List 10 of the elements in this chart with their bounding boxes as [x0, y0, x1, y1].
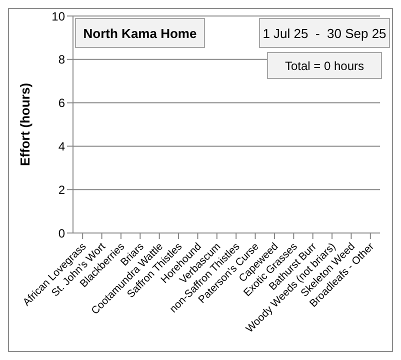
annotation: Total = 0 hours: [267, 52, 382, 79]
y-tick-label: 0: [58, 226, 66, 240]
text: North Kama Home: [75, 18, 205, 48]
y-tick-label: 2: [58, 182, 66, 197]
text: 1 Jul 25 - 30 Sep 25: [259, 18, 390, 48]
y-tick-label: 4: [58, 139, 66, 154]
y-tick-label: 10: [52, 9, 66, 24]
y-axis-title: Effort (hours): [18, 82, 33, 166]
y-tick-label: 8: [58, 52, 66, 67]
y-tick-label: 6: [58, 96, 66, 110]
